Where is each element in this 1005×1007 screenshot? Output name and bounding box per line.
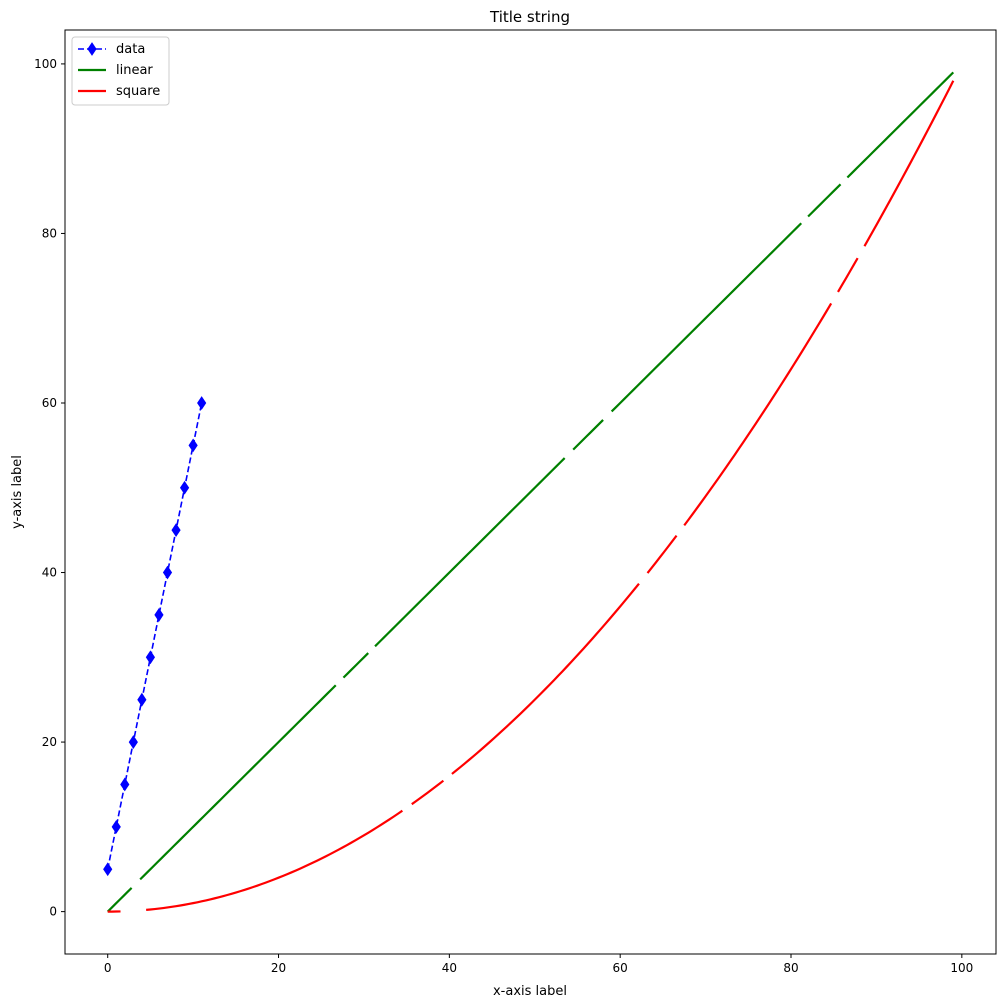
data-point: [111, 819, 121, 834]
series-segment-linear: [106, 887, 133, 913]
chart-title: Title string: [489, 8, 570, 26]
x-tick-label: 0: [104, 961, 112, 975]
series-segment-square: [411, 779, 445, 806]
data-point: [171, 523, 181, 538]
series-segment-linear: [342, 652, 369, 679]
series-segment-square: [146, 809, 403, 911]
series-segment-square: [863, 80, 955, 247]
data-point: [145, 650, 156, 665]
legend-entry-linear: linear: [78, 63, 153, 78]
series-square: [107, 80, 955, 913]
data-point: [197, 396, 207, 410]
x-axis: 0 20 40 60 80 100: [104, 954, 973, 975]
series-linear: [106, 71, 955, 913]
y-axis-label: y-axis label: [10, 455, 25, 529]
series-line-data: [106, 402, 203, 870]
data-point: [179, 480, 190, 495]
y-tick-label: 100: [34, 57, 57, 71]
series-segment-square: [646, 534, 678, 574]
legend-entry-square: square: [78, 84, 160, 99]
series-segment-linear: [807, 183, 842, 218]
data-point: [128, 735, 138, 749]
series-segment-linear: [846, 71, 955, 179]
plot-area: [64, 29, 997, 955]
legend-entries: data linear square: [78, 42, 160, 99]
legend: data linear square: [71, 36, 170, 106]
data-point: [162, 565, 173, 580]
x-tick-label: 100: [950, 961, 973, 975]
x-tick-label: 40: [442, 961, 457, 975]
series-segment-square: [683, 302, 833, 527]
series-segment-linear: [610, 222, 803, 413]
y-tick-label: 20: [42, 735, 57, 749]
legend-label: square: [116, 84, 160, 99]
legend-entry-data: data: [78, 42, 145, 57]
axes-frame: [64, 29, 997, 955]
data-point: [154, 608, 164, 622]
data-point: [103, 862, 113, 877]
legend-marker: [87, 42, 97, 56]
x-axis-label: x-axis label: [493, 984, 567, 999]
series-segment-square: [837, 257, 859, 293]
legend-box: [71, 36, 170, 106]
x-tick-label: 20: [271, 961, 286, 975]
data-point: [120, 777, 130, 792]
y-tick-label: 0: [49, 905, 57, 919]
y-tick-label: 40: [42, 566, 57, 580]
x-tick-label: 60: [613, 961, 628, 975]
series-segment-linear: [139, 684, 337, 881]
x-tick-label: 80: [783, 961, 798, 975]
data-point: [137, 692, 147, 707]
legend-label: linear: [116, 63, 153, 78]
y-tick-label: 80: [42, 226, 57, 240]
series-data: [103, 396, 207, 877]
series-layer: [103, 71, 955, 913]
series-segment-square: [451, 582, 640, 775]
data-point: [188, 438, 198, 453]
series-segment-linear: [572, 419, 604, 451]
legend-label: data: [116, 42, 145, 57]
y-tick-label: 60: [42, 396, 57, 410]
y-axis: 0 20 40 60 80 100: [34, 57, 65, 919]
series-segment-linear: [374, 457, 566, 648]
